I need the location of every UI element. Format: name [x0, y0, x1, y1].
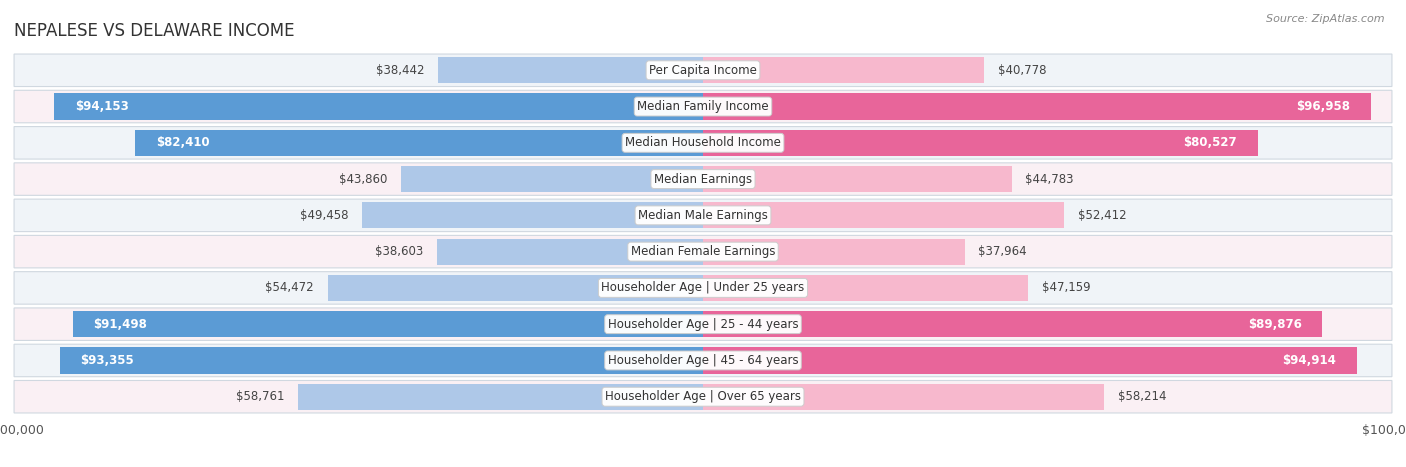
Bar	[703, 311, 1322, 337]
Bar	[363, 202, 703, 228]
Text: Median Household Income: Median Household Income	[626, 136, 780, 149]
Text: Median Family Income: Median Family Income	[637, 100, 769, 113]
Bar	[703, 202, 1064, 228]
Text: Householder Age | 25 - 44 years: Householder Age | 25 - 44 years	[607, 318, 799, 331]
Text: Householder Age | Over 65 years: Householder Age | Over 65 years	[605, 390, 801, 403]
Bar	[439, 57, 703, 83]
Bar	[60, 347, 703, 374]
Text: $54,472: $54,472	[266, 282, 314, 294]
Bar	[703, 166, 1011, 192]
Text: NEPALESE VS DELAWARE INCOME: NEPALESE VS DELAWARE INCOME	[14, 21, 295, 40]
Text: Per Capita Income: Per Capita Income	[650, 64, 756, 77]
Text: $49,458: $49,458	[299, 209, 349, 222]
Bar	[703, 275, 1028, 301]
Text: $38,603: $38,603	[375, 245, 423, 258]
FancyBboxPatch shape	[14, 308, 1392, 340]
Text: Median Earnings: Median Earnings	[654, 173, 752, 185]
Bar	[703, 130, 1258, 156]
Bar	[703, 57, 984, 83]
Bar	[703, 93, 1371, 120]
FancyBboxPatch shape	[14, 199, 1392, 232]
Text: $58,761: $58,761	[236, 390, 284, 403]
FancyBboxPatch shape	[14, 235, 1392, 268]
FancyBboxPatch shape	[14, 381, 1392, 413]
Text: $37,964: $37,964	[979, 245, 1026, 258]
Text: Median Female Earnings: Median Female Earnings	[631, 245, 775, 258]
Text: $43,860: $43,860	[339, 173, 387, 185]
Bar	[401, 166, 703, 192]
Text: $47,159: $47,159	[1042, 282, 1090, 294]
Text: $58,214: $58,214	[1118, 390, 1167, 403]
FancyBboxPatch shape	[14, 90, 1392, 123]
Text: $44,783: $44,783	[1025, 173, 1074, 185]
Text: $94,153: $94,153	[75, 100, 129, 113]
Bar	[703, 239, 965, 265]
Bar	[298, 384, 703, 410]
FancyBboxPatch shape	[14, 272, 1392, 304]
FancyBboxPatch shape	[14, 127, 1392, 159]
Bar	[703, 384, 1104, 410]
Bar	[437, 239, 703, 265]
Text: $52,412: $52,412	[1078, 209, 1126, 222]
Text: Source: ZipAtlas.com: Source: ZipAtlas.com	[1267, 14, 1385, 24]
Text: Householder Age | 45 - 64 years: Householder Age | 45 - 64 years	[607, 354, 799, 367]
Text: $91,498: $91,498	[93, 318, 148, 331]
Text: $94,914: $94,914	[1282, 354, 1336, 367]
Bar	[73, 311, 703, 337]
Text: Median Male Earnings: Median Male Earnings	[638, 209, 768, 222]
Text: $40,778: $40,778	[998, 64, 1046, 77]
FancyBboxPatch shape	[14, 54, 1392, 86]
Bar	[328, 275, 703, 301]
Bar	[55, 93, 703, 120]
FancyBboxPatch shape	[14, 344, 1392, 377]
Text: $96,958: $96,958	[1296, 100, 1350, 113]
Text: $89,876: $89,876	[1247, 318, 1302, 331]
Text: $82,410: $82,410	[156, 136, 209, 149]
Bar	[703, 347, 1357, 374]
Text: $38,442: $38,442	[375, 64, 425, 77]
Text: $93,355: $93,355	[80, 354, 134, 367]
Text: $80,527: $80,527	[1184, 136, 1237, 149]
Text: Householder Age | Under 25 years: Householder Age | Under 25 years	[602, 282, 804, 294]
FancyBboxPatch shape	[14, 163, 1392, 195]
Bar	[135, 130, 703, 156]
